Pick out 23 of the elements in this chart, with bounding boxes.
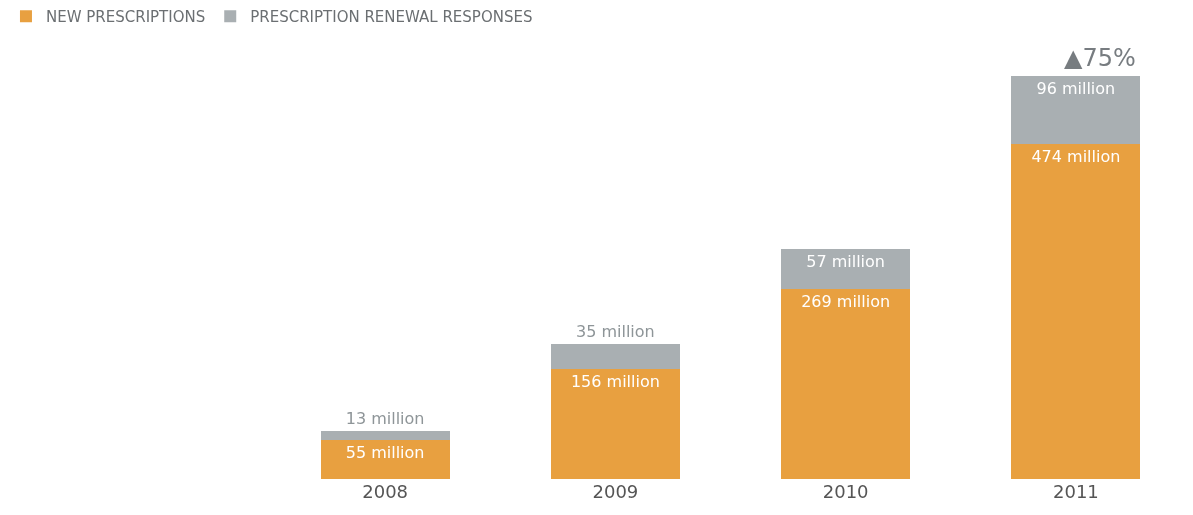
data-label: 57 million (806, 251, 886, 271)
data-label: 96 million (1036, 79, 1116, 98)
data-label: 55 million (345, 443, 425, 463)
x-tick-label: 2010 (822, 481, 869, 502)
x-tick-label: 2008 (362, 481, 409, 502)
x-tick-label: 2011 (1052, 481, 1099, 502)
bar (781, 288, 911, 479)
data-label: 156 million (570, 371, 660, 391)
legend-label: PRESCRIPTION RENEWAL RESPONSES (250, 8, 533, 27)
bar (1011, 143, 1141, 479)
legend-label: NEW PRESCRIPTIONS (45, 8, 206, 27)
data-label: 269 million (801, 291, 891, 311)
bar (550, 343, 680, 369)
data-label: 35 million (576, 321, 655, 341)
bar (550, 368, 680, 479)
bar (320, 430, 450, 441)
bar (781, 248, 911, 289)
annotation: ▲75% (1064, 44, 1136, 72)
data-label: 474 million (1031, 146, 1121, 166)
data-label: 13 million (345, 408, 425, 428)
bar (320, 440, 450, 479)
x-tick-label: 2009 (592, 481, 639, 502)
bar (1011, 76, 1141, 144)
